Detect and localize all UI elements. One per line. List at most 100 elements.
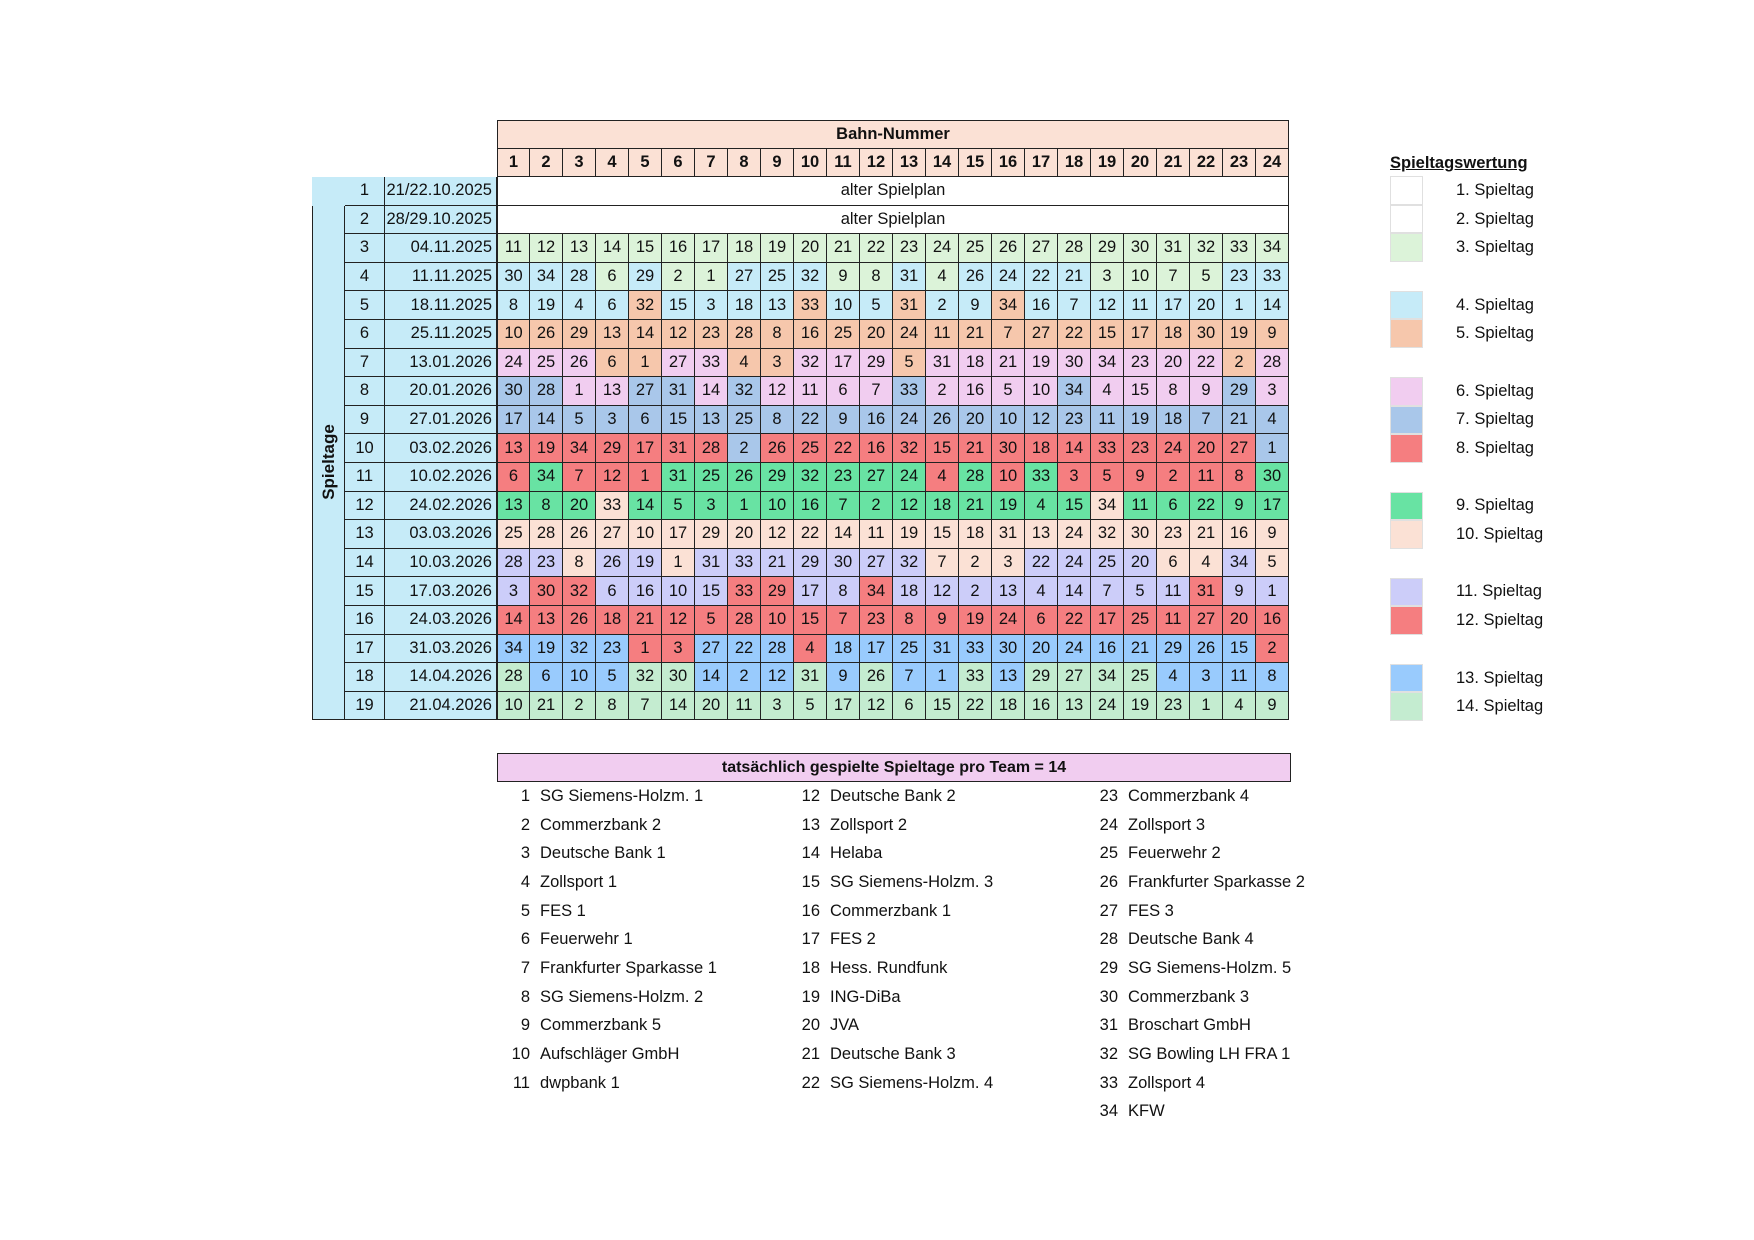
matchday-number: 14 bbox=[345, 548, 385, 578]
team-cell: 31 bbox=[893, 262, 926, 292]
team-cell: 6 bbox=[1157, 548, 1190, 578]
legend-label: 3. Spieltag bbox=[1456, 238, 1534, 257]
team-cell: 2 bbox=[1157, 462, 1190, 492]
legend-swatch bbox=[1390, 204, 1423, 234]
lane-number: 16 bbox=[992, 148, 1025, 177]
team-cell: 15 bbox=[1091, 319, 1124, 349]
team-number: 19 bbox=[801, 987, 820, 1006]
team-cell: 2 bbox=[728, 663, 761, 692]
team-cell: 21 bbox=[1223, 405, 1256, 435]
team-cell: 27 bbox=[1190, 605, 1223, 635]
team-number: 33 bbox=[1099, 1073, 1118, 1092]
team-cell: 22 bbox=[1190, 491, 1223, 521]
team-cell: 22 bbox=[827, 434, 860, 463]
team-number: 11 bbox=[512, 1073, 530, 1092]
team-cell: 5 bbox=[1091, 462, 1124, 492]
legend-swatch bbox=[1390, 491, 1423, 521]
team-cell: 15 bbox=[629, 234, 662, 263]
team-number: 27 bbox=[1099, 901, 1118, 920]
team-cell: 11 bbox=[1124, 291, 1157, 320]
team-cell: 2 bbox=[563, 691, 596, 721]
team-cell: 26 bbox=[563, 348, 596, 378]
team-cell: 19 bbox=[959, 605, 992, 635]
team-cell: 20 bbox=[563, 491, 596, 521]
team-cell: 8 bbox=[1223, 462, 1256, 492]
team-cell: 21 bbox=[959, 319, 992, 349]
team-cell: 29 bbox=[1157, 634, 1190, 664]
matchday-date: 10.03.2026 bbox=[385, 548, 497, 578]
team-cell: 22 bbox=[1058, 605, 1091, 635]
team-cell: 16 bbox=[959, 377, 992, 406]
team-cell: 25 bbox=[1124, 663, 1157, 692]
team-cell: 7 bbox=[1058, 291, 1091, 320]
team-cell: 14 bbox=[1058, 434, 1091, 463]
team-cell: 10 bbox=[827, 291, 860, 320]
team-cell: 22 bbox=[860, 234, 893, 263]
team-cell: 20 bbox=[1157, 348, 1190, 378]
team-cell: 24 bbox=[992, 605, 1025, 635]
team-cell: 25 bbox=[497, 520, 530, 549]
team-cell: 4 bbox=[926, 462, 959, 492]
team-cell: 5 bbox=[596, 663, 629, 692]
team-number: 20 bbox=[801, 1016, 820, 1035]
team-name: Zollsport 2 bbox=[830, 815, 908, 834]
legend-swatch bbox=[1390, 606, 1423, 635]
team-cell: 22 bbox=[1058, 319, 1091, 349]
team-entry: 24 Zollsport 3 bbox=[1088, 811, 1305, 840]
matchday-date: 10.02.2026 bbox=[385, 462, 497, 492]
team-cell: 17 bbox=[827, 348, 860, 378]
team-cell: 26 bbox=[1190, 634, 1223, 664]
team-cell: 34 bbox=[1223, 548, 1256, 578]
team-cell: 30 bbox=[992, 634, 1025, 664]
legend-swatch bbox=[1390, 405, 1423, 435]
matchday-date: 14.04.2026 bbox=[385, 663, 497, 692]
team-cell: 23 bbox=[695, 319, 728, 349]
matchday-number: 8 bbox=[345, 377, 385, 406]
matchday-number: 12 bbox=[345, 491, 385, 521]
team-cell: 11 bbox=[1091, 405, 1124, 435]
team-cell: 23 bbox=[860, 605, 893, 635]
team-cell: 24 bbox=[926, 234, 959, 263]
matchday-date: 21.04.2026 bbox=[385, 691, 497, 721]
team-cell: 32 bbox=[794, 262, 827, 292]
team-entry: 16 Commerzbank 1 bbox=[790, 897, 993, 926]
lane-number: 17 bbox=[1025, 148, 1058, 177]
team-cell: 17 bbox=[794, 577, 827, 606]
team-entry: 15 SG Siemens-Holzm. 3 bbox=[790, 868, 994, 897]
matchday-number: 10 bbox=[345, 434, 385, 463]
team-cell: 2 bbox=[860, 491, 893, 521]
team-cell: 31 bbox=[926, 348, 959, 378]
team-cell: 23 bbox=[1124, 348, 1157, 378]
team-cell: 11 bbox=[794, 377, 827, 406]
team-cell: 19 bbox=[1223, 319, 1256, 349]
team-cell: 9 bbox=[1124, 462, 1157, 492]
legend-label: 10. Spieltag bbox=[1456, 525, 1544, 544]
team-cell: 17 bbox=[1091, 605, 1124, 635]
team-cell: 1 bbox=[563, 377, 596, 406]
team-number: 28 bbox=[1099, 930, 1118, 949]
old-schedule-note: alter Spielplan bbox=[497, 205, 1289, 235]
team-number: 22 bbox=[801, 1073, 820, 1092]
matchday-number: 2 bbox=[345, 205, 385, 235]
team-cell: 11 bbox=[1157, 577, 1190, 606]
legend-item: 11. Spieltag bbox=[1390, 577, 1640, 607]
team-cell: 9 bbox=[827, 663, 860, 692]
team-entry: 26 Frankfurter Sparkasse 2 bbox=[1088, 868, 1305, 897]
team-cell: 30 bbox=[1124, 520, 1157, 549]
team-name: Hess. Rundfunk bbox=[830, 958, 948, 977]
team-number: 18 bbox=[801, 958, 820, 977]
team-cell: 14 bbox=[530, 405, 563, 435]
legend-item: 4. Spieltag bbox=[1390, 290, 1640, 320]
team-cell: 6 bbox=[497, 462, 530, 492]
team-cell: 1 bbox=[662, 548, 695, 578]
team-cell: 5 bbox=[1190, 262, 1223, 292]
team-cell: 18 bbox=[827, 634, 860, 664]
team-cell: 24 bbox=[1091, 691, 1124, 721]
team-cell: 28 bbox=[497, 548, 530, 578]
team-cell: 14 bbox=[695, 663, 728, 692]
team-cell: 20 bbox=[1124, 548, 1157, 578]
lane-number: 2 bbox=[530, 148, 563, 177]
team-entry: 4 Zollsport 1 bbox=[500, 868, 717, 897]
team-cell: 34 bbox=[992, 291, 1025, 320]
matchday-date: 24.03.2026 bbox=[385, 605, 497, 635]
